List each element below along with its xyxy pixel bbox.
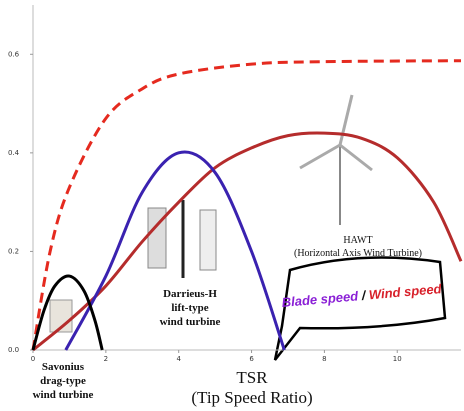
x-tick-label: 0 xyxy=(31,355,35,363)
curve-label: Savonius xyxy=(42,361,85,373)
x-tick-label: 10 xyxy=(393,355,402,363)
y-tick-label: 0.6 xyxy=(8,50,20,58)
hawt-blade xyxy=(340,95,352,145)
curve-label: lift-type xyxy=(171,302,208,314)
x-axis-title: (Tip Speed Ratio) xyxy=(191,388,312,407)
chart: 0.0 0.2 0.4 0.6 0 2 4 6 8 10 HAWT (Horizontal Axis … xyxy=(0,0,464,411)
y-tick-label: 0.0 xyxy=(8,346,19,354)
curve-label: drag-type xyxy=(40,375,86,387)
curve-label: wind turbine xyxy=(160,316,221,328)
y-tick-label: 0.2 xyxy=(8,247,19,255)
curve-label: (Horizontal Axis Wind Turbine) xyxy=(294,248,422,259)
curve-label: wind turbine xyxy=(33,389,94,401)
x-tick-label: 6 xyxy=(249,355,254,363)
curve-label: Darrieus-H xyxy=(163,288,217,300)
callout-bubble xyxy=(275,258,445,361)
hawt-blade xyxy=(340,145,372,170)
x-tick-label: 4 xyxy=(176,355,181,363)
x-tick-label: 8 xyxy=(322,355,326,363)
y-tick-label: 0.4 xyxy=(8,149,20,157)
x-tick-label: 2 xyxy=(104,355,108,363)
x-axis-title: TSR xyxy=(236,368,268,387)
hawt-blade xyxy=(300,145,340,168)
darrieus-icon xyxy=(200,210,216,270)
curve-label: HAWT xyxy=(343,235,372,246)
